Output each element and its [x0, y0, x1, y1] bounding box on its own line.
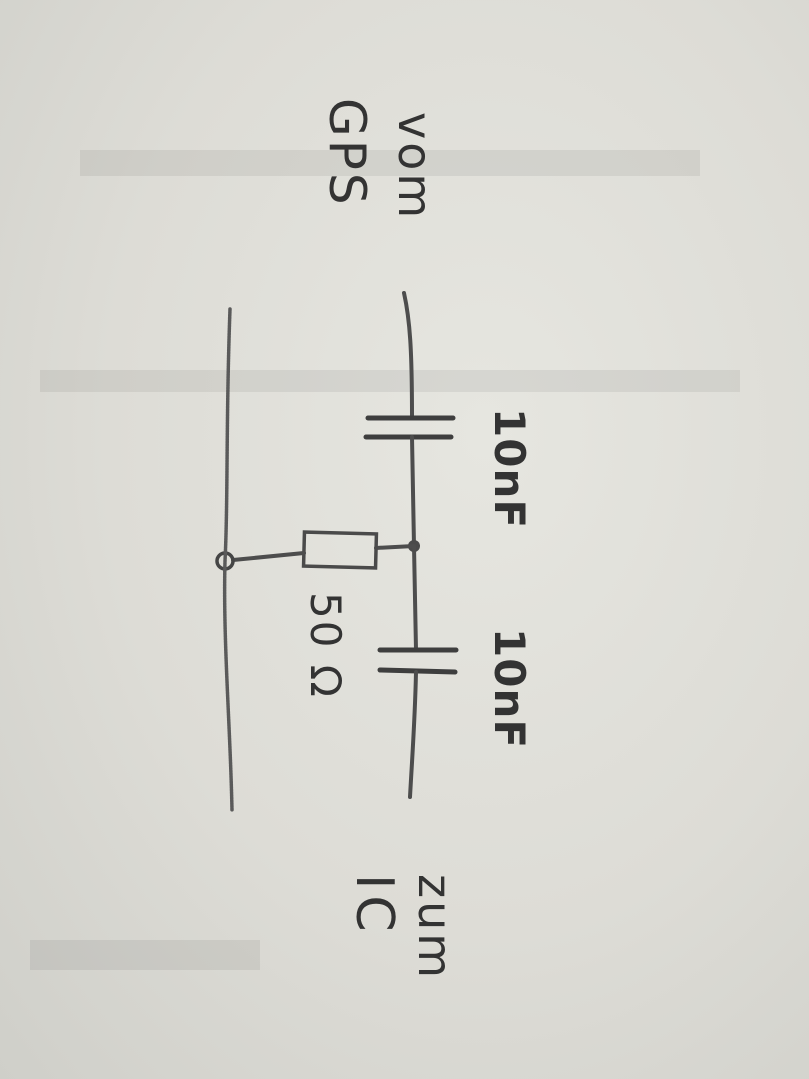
source-label-line2: GPS [318, 98, 376, 208]
signal-wire-out [408, 670, 418, 799]
resistor-lead-signal [374, 544, 416, 550]
resistor-lead-ground [231, 551, 306, 562]
target-label-line2: IC [344, 874, 404, 938]
ground-rail [222, 307, 234, 812]
capacitor-2-label: 10nF [485, 628, 534, 750]
target-label-line1: zum [408, 874, 462, 982]
signal-wire-mid-1 [410, 435, 416, 548]
signal-wire-in [402, 291, 414, 420]
signal-wire-mid-2 [412, 544, 418, 652]
capacitor-1-label: 10nF [485, 408, 534, 530]
source-label-line1: vom [388, 112, 442, 222]
resistor-label: 50 Ω [301, 592, 350, 699]
resistor-body [301, 530, 379, 570]
